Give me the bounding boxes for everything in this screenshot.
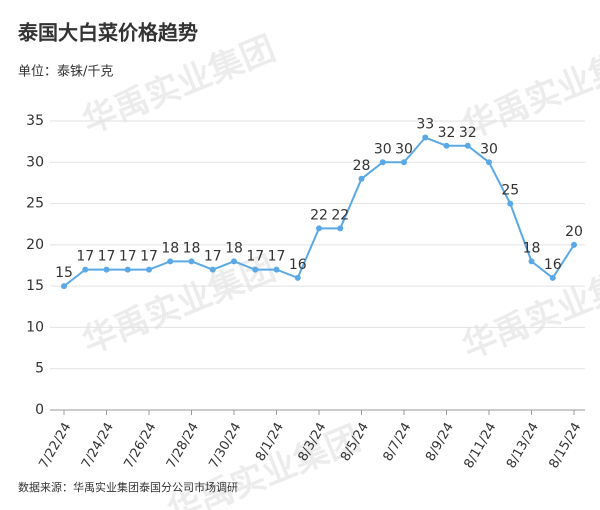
data-label: 18 [225, 240, 243, 256]
point [103, 266, 110, 273]
point [316, 225, 322, 232]
data-label: 18 [523, 240, 541, 256]
point [571, 241, 577, 248]
point [401, 159, 407, 166]
point [167, 258, 174, 265]
watermark: 华禹实业集团 [457, 254, 600, 368]
chart-source: 数据来源：华禹实业集团泰国分公司市场调研 [18, 480, 238, 494]
data-label: 22 [331, 207, 349, 223]
y-tick-label: 20 [26, 237, 44, 253]
watermark: 华禹实业集团 [77, 29, 281, 143]
data-label: 18 [183, 240, 201, 256]
watermark: 华禹实业集团 [457, 34, 600, 148]
data-label: 30 [395, 141, 413, 157]
data-label: 32 [459, 125, 477, 141]
y-tick-label: 10 [26, 319, 44, 335]
x-tick-label: 7/24/24 [79, 420, 117, 471]
data-label: 33 [416, 117, 434, 133]
x-tick-label: 8/11/24 [461, 420, 499, 471]
data-label: 18 [161, 240, 179, 256]
data-label: 20 [565, 224, 583, 240]
point [549, 274, 556, 281]
x-tick-label: 8/9/24 [423, 420, 457, 464]
point [209, 266, 216, 273]
point [188, 258, 195, 265]
data-label: 16 [289, 257, 307, 273]
chart-title: 泰国大白菜价格趋势 [17, 21, 198, 45]
x-tick-label: 7/22/24 [36, 420, 74, 471]
point [337, 225, 344, 232]
point [443, 142, 450, 149]
point [146, 266, 152, 273]
data-label: 17 [246, 249, 264, 265]
data-label: 17 [119, 249, 137, 265]
data-label: 28 [353, 158, 371, 174]
point [231, 258, 237, 265]
data-label: 17 [268, 249, 286, 265]
data-label: 22 [310, 207, 328, 223]
x-tick-label: 8/13/24 [504, 420, 542, 471]
data-label: 15 [55, 265, 73, 281]
point [422, 134, 429, 141]
chart-subtitle: 单位：泰铢/千克 [18, 64, 113, 80]
point [379, 159, 386, 166]
y-tick-label: 30 [26, 154, 44, 170]
point [507, 200, 514, 207]
watermark: 华禹实业集团 [77, 249, 281, 363]
data-label: 17 [76, 249, 94, 265]
y-tick-label: 15 [26, 278, 44, 294]
point [528, 258, 535, 265]
x-tick-label: 8/15/24 [546, 420, 584, 471]
data-label: 16 [544, 257, 562, 273]
y-tick-label: 25 [26, 196, 44, 212]
x-tick-label: 7/26/24 [121, 420, 159, 471]
point [294, 274, 301, 281]
point [464, 142, 471, 149]
data-label: 17 [98, 249, 116, 265]
data-label: 17 [204, 249, 222, 265]
point [273, 266, 280, 273]
y-tick-label: 5 [35, 361, 44, 377]
point [61, 283, 67, 290]
y-tick-label: 0 [35, 402, 44, 418]
point [252, 266, 259, 273]
point [124, 266, 131, 273]
data-label: 30 [480, 141, 498, 157]
data-label: 30 [374, 141, 392, 157]
x-tick-label: 7/28/24 [164, 420, 202, 471]
point [486, 159, 492, 166]
y-tick-label: 35 [26, 113, 44, 129]
data-label: 17 [140, 249, 158, 265]
x-tick-label: 8/7/24 [381, 420, 415, 464]
data-label: 25 [501, 183, 519, 199]
point [82, 266, 89, 273]
data-label: 32 [438, 125, 456, 141]
point [358, 175, 365, 182]
